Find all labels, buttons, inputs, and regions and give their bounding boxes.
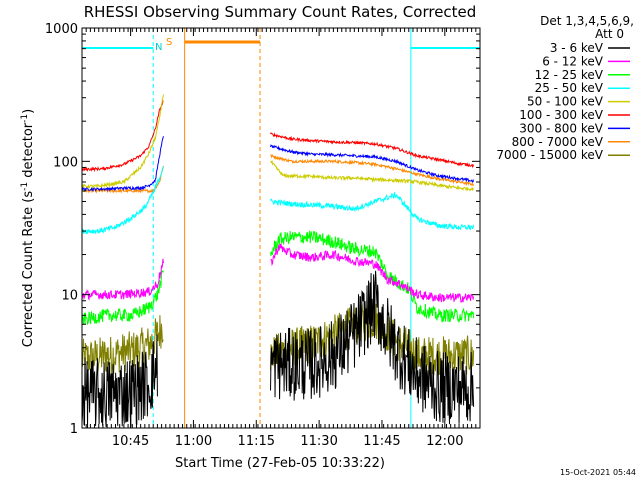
series-100-300-kev <box>81 100 475 173</box>
y-tick-labels: 1 10 100 1000 <box>45 22 78 437</box>
plot-frame <box>81 27 481 429</box>
series-line <box>81 270 164 325</box>
legend-label: 800 - 7000 keV <box>512 135 604 149</box>
s-annotation: S <box>166 37 172 48</box>
series-25-50-kev <box>81 166 475 234</box>
series-line <box>270 144 475 183</box>
series-line <box>270 270 475 425</box>
x-tick-label: 11:45 <box>363 434 400 449</box>
x-tick-label: 11:15 <box>238 434 275 449</box>
plot-area <box>81 27 481 429</box>
x-tick-label: 10:45 <box>112 434 149 449</box>
series-line <box>270 153 475 187</box>
y-tick-label: 100 <box>53 155 78 170</box>
legend-label: 6 - 12 keV <box>542 54 604 68</box>
series-7000-15000-kev <box>81 303 475 376</box>
series-line <box>270 230 475 324</box>
chart-title: RHESSI Observing Summary Count Rates, Co… <box>84 3 477 21</box>
series-line <box>81 258 164 301</box>
legend-label: 3 - 6 keV <box>550 41 604 55</box>
y-tick-label: 10 <box>61 289 78 304</box>
x-tick-label: 11:30 <box>300 434 337 449</box>
y-axis-label: Corrected Count Rate (s-1 detector-1) <box>20 109 36 347</box>
y-tick-label: 1000 <box>45 22 78 37</box>
series-6-12-kev <box>81 243 475 303</box>
series-50-100-kev <box>81 94 475 192</box>
series-line <box>81 165 164 194</box>
legend-label: 300 - 800 keV <box>519 121 603 135</box>
x-tick-labels: 10:45 11:00 11:15 11:30 11:45 12:00 <box>112 434 464 449</box>
series-layer <box>81 94 475 429</box>
series-800-7000-kev <box>81 153 475 194</box>
series-12-25-kev <box>81 230 475 325</box>
legend-label: 12 - 25 keV <box>535 68 604 82</box>
series-line <box>81 166 164 234</box>
legend-header-attenuator: Att 0 <box>595 27 624 41</box>
x-tick-label: 11:00 <box>175 434 212 449</box>
timestamp: 15-Oct-2021 05:44 <box>560 468 636 477</box>
series-line <box>81 315 164 375</box>
series-line <box>270 303 475 376</box>
axis-ticks <box>81 27 481 429</box>
series-3-6-kev <box>81 270 475 429</box>
x-axis-label: Start Time (27-Feb-05 10:33:22) <box>175 456 385 471</box>
series-line <box>81 94 164 189</box>
series-300-800-kev <box>81 136 475 193</box>
legend-header-detectors: Det 1,3,4,5,6,9, <box>540 14 634 28</box>
legend-label: 50 - 100 keV <box>527 95 604 109</box>
series-line <box>81 136 164 193</box>
x-tick-label: 12:00 <box>426 434 463 449</box>
legend-label: 100 - 300 keV <box>519 108 603 122</box>
n-annotation: N <box>155 42 162 53</box>
y-tick-label: 1 <box>70 422 78 437</box>
series-line <box>270 131 475 169</box>
legend-label: 7000 - 15000 keV <box>496 148 603 162</box>
series-line <box>81 334 158 429</box>
series-line <box>81 100 164 173</box>
series-line <box>270 243 475 303</box>
legend-label: 25 - 50 keV <box>535 81 604 95</box>
series-line <box>270 159 475 192</box>
series-line <box>270 191 475 231</box>
